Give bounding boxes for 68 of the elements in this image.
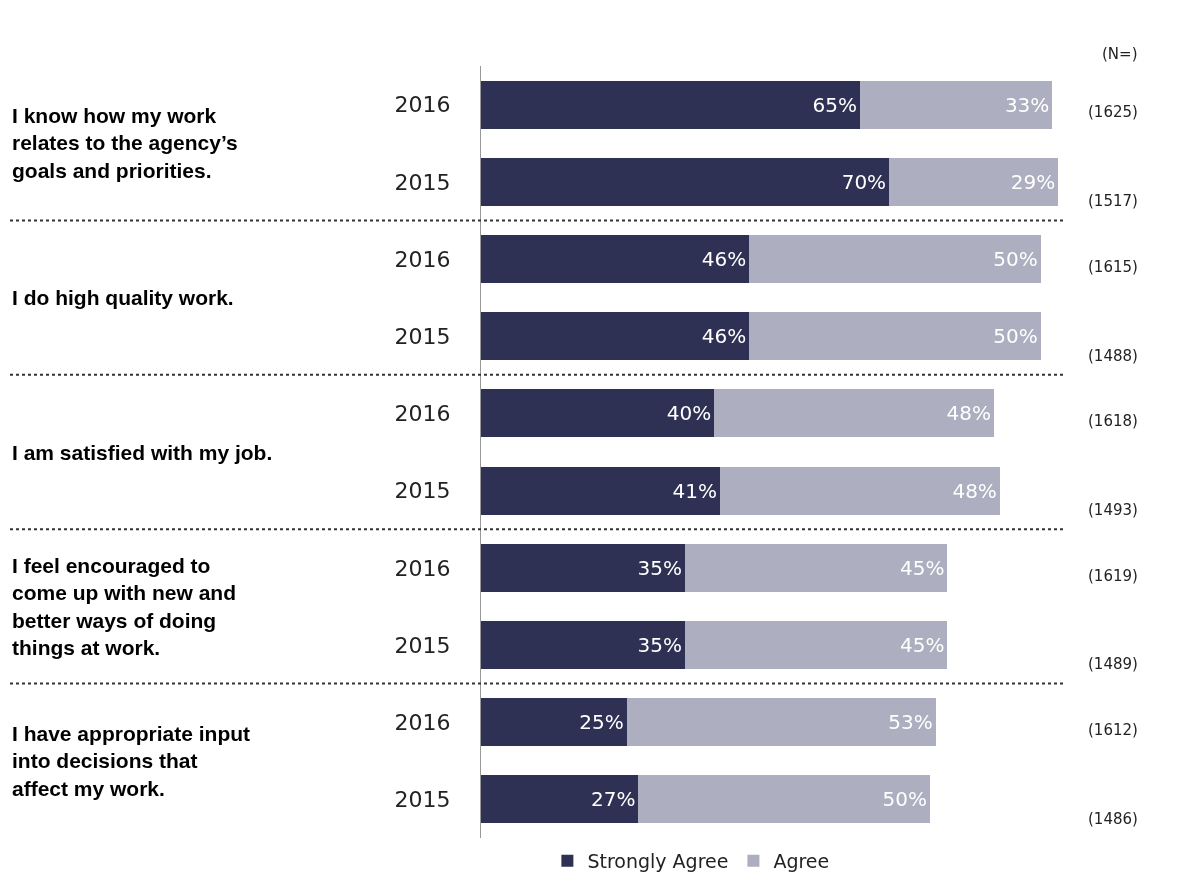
text: (N=) (1102, 45, 1138, 63)
data-label: 50% (882, 787, 927, 812)
y-tick-label: 2015 (394, 787, 451, 813)
y-tick-label: 2016 (394, 92, 451, 118)
bar (859, 80, 1053, 129)
data-label: 65% (812, 92, 857, 117)
data-label: 25% (579, 710, 624, 735)
bar (481, 543, 686, 592)
text: (1612) (1088, 721, 1138, 739)
text: (1488) (1088, 347, 1138, 365)
bar (626, 698, 936, 747)
bar (481, 621, 686, 669)
data-label: 50% (993, 324, 1038, 349)
bar (749, 235, 1041, 283)
text: (1517) (1088, 192, 1138, 210)
data-label: 40% (666, 401, 712, 426)
text: (1619) (1088, 567, 1138, 585)
y-tick-label: 2015 (394, 478, 451, 504)
text: I feel encouraged to come up with new and better ways of doing things at work. (12, 554, 237, 659)
data-label: 29% (1010, 169, 1056, 194)
legend-label: Strongly Agree (587, 850, 729, 873)
data-label: 70% (841, 169, 887, 194)
text: (1486) (1088, 810, 1138, 828)
text: (1493) (1088, 501, 1138, 519)
data-label: 48% (952, 478, 997, 503)
legend-label: Agree (773, 850, 830, 873)
data-label: 41% (672, 478, 718, 503)
text: I do high quality work. (12, 286, 234, 309)
bar (889, 157, 1059, 206)
data-label: 45% (899, 555, 945, 580)
data-label: 50% (993, 247, 1038, 271)
data-label: 33% (1004, 92, 1050, 117)
bar (685, 543, 948, 592)
text: I know how my work relates to the agency’s goals and priorities. (12, 104, 238, 182)
text: (1618) (1088, 412, 1138, 430)
y-tick-label: 2015 (394, 169, 451, 195)
data-label: 45% (899, 633, 945, 657)
data-label: 46% (701, 247, 747, 271)
bar (685, 621, 948, 669)
bar (720, 466, 1000, 515)
bar (481, 312, 750, 361)
bar (481, 235, 750, 283)
text: (1489) (1088, 655, 1138, 673)
y-tick-label: 2015 (394, 632, 451, 658)
data-label: 46% (701, 324, 747, 349)
bar (481, 466, 721, 515)
bar (714, 389, 995, 438)
text: I have appropriate input into decisions that affect my work. (12, 722, 251, 800)
data-label: 35% (637, 633, 683, 657)
bar (481, 80, 860, 129)
y-tick-label: 2015 (394, 323, 451, 349)
data-label: 35% (637, 555, 683, 580)
bar (638, 775, 930, 824)
y-tick-label: 2016 (394, 555, 451, 581)
text: (1625) (1088, 103, 1138, 121)
y-tick-label: 2016 (394, 401, 451, 427)
bar (481, 698, 627, 747)
bar (481, 775, 639, 824)
data-label: 27% (590, 787, 636, 812)
text: (1615) (1088, 258, 1138, 276)
text: I am satisfied with my job. (12, 441, 273, 464)
y-tick-label: 2016 (394, 246, 451, 272)
bar (749, 312, 1041, 361)
data-label: 53% (888, 710, 933, 735)
bar (481, 389, 715, 438)
bar (481, 157, 890, 206)
y-tick-label: 2016 (394, 709, 451, 735)
data-label: 48% (946, 401, 992, 426)
